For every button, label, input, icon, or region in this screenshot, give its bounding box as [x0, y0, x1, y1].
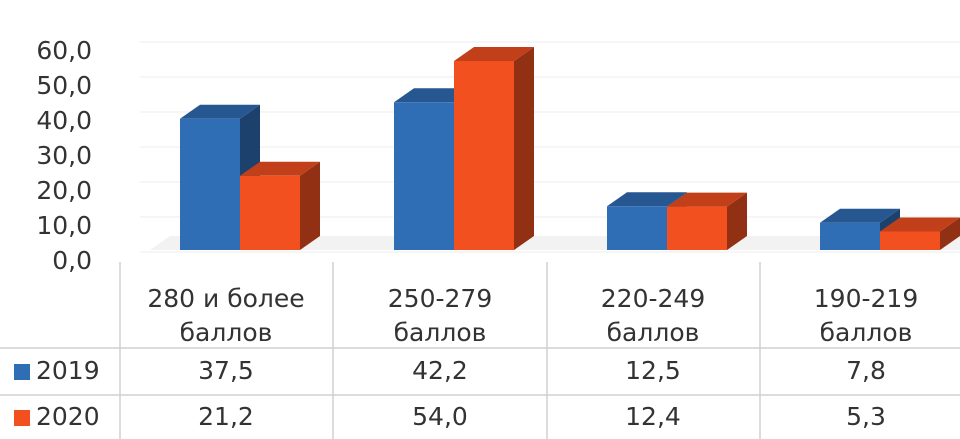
bar-top [607, 192, 687, 207]
bar [880, 231, 940, 250]
bar-side [940, 217, 960, 250]
legend-swatch [14, 364, 30, 380]
bar-top [454, 47, 534, 61]
table-value: 37,5 [198, 356, 254, 385]
bar [667, 206, 727, 250]
bar-top [667, 192, 747, 207]
legend-label: 2020 [36, 402, 100, 431]
table-value: 12,5 [625, 356, 681, 385]
bar-side [300, 161, 320, 250]
table-value: 54,0 [412, 402, 468, 431]
bar [240, 175, 300, 250]
bar-top [180, 104, 260, 119]
table-value: 42,2 [412, 356, 468, 385]
bar [454, 61, 514, 250]
x-tick-label: 250-279 баллов [340, 282, 540, 350]
y-tick-label: 40,0 [36, 106, 92, 135]
bar-top [820, 208, 900, 223]
y-tick-label: 10,0 [36, 211, 92, 240]
category-text: 220-249 баллов [600, 284, 706, 347]
bar [607, 206, 667, 250]
table-value: 5,3 [846, 402, 886, 431]
table-value: 21,2 [198, 402, 254, 431]
y-tick-label: 20,0 [36, 176, 92, 205]
table-value: 12,4 [625, 402, 681, 431]
bar [394, 102, 454, 250]
category-text: 190-219 баллов [813, 284, 919, 347]
category-text: 280 и более баллов [147, 284, 305, 347]
bar-side [514, 47, 534, 250]
bar-top [880, 217, 960, 232]
y-tick-label: 0,0 [52, 246, 92, 275]
legend-swatch [14, 410, 30, 426]
x-tick-label: 190-219 баллов [766, 282, 960, 350]
bar [820, 222, 880, 250]
category-text: 250-279 баллов [387, 284, 493, 347]
bar-side [727, 192, 747, 250]
y-tick-label: 60,0 [36, 36, 92, 65]
table-value: 7,8 [846, 356, 886, 385]
x-tick-label: 280 и более баллов [126, 282, 326, 350]
y-tick-label: 30,0 [36, 141, 92, 170]
table-lines [0, 262, 960, 439]
legend-label: 2019 [36, 356, 100, 385]
x-tick-label: 220-249 баллов [553, 282, 753, 350]
y-tick-label: 50,0 [36, 71, 92, 100]
floor [150, 236, 960, 250]
bar [180, 118, 240, 250]
bar-top [240, 161, 320, 176]
